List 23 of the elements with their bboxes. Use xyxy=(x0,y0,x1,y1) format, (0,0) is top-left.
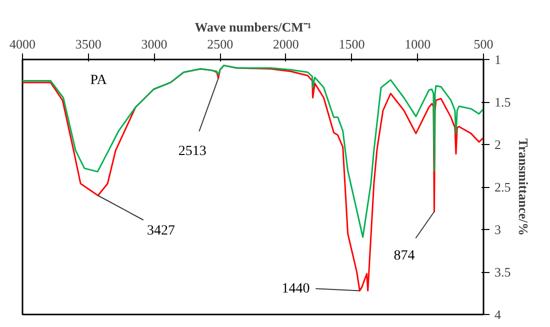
y-tick-label: 2 xyxy=(494,137,501,152)
annotation: PA xyxy=(90,73,108,88)
annotation: 874 xyxy=(394,248,415,264)
annotation: 2513 xyxy=(178,144,206,160)
y-tick-label: 4 xyxy=(494,307,502,322)
annotation: 3427 xyxy=(146,224,175,238)
x-tick-label: 500 xyxy=(474,36,494,52)
x-tick-label: 2000 xyxy=(272,36,299,52)
y-tick-label: 1 xyxy=(494,52,501,67)
x-tick-label: 1500 xyxy=(338,36,365,52)
line-series xyxy=(22,64,484,238)
annotation: 1440 xyxy=(282,282,310,297)
x-tick-label: 3500 xyxy=(75,36,102,52)
y-tick-label: 3.5 xyxy=(494,264,511,280)
y-tick-label: 1.5 xyxy=(494,94,511,110)
y-tick-label: 3 xyxy=(494,222,501,237)
x-tick-label: 3000 xyxy=(141,36,168,52)
y-axis-title: Transmittance/% xyxy=(516,138,531,236)
x-tick-label: 4000 xyxy=(10,36,36,52)
x-axis-title: Wave numbers/CM⁻¹ xyxy=(194,20,312,34)
x-tick-label: 2500 xyxy=(207,36,234,52)
y-tick-label: 2.5 xyxy=(494,180,511,194)
x-tick-label: 1000 xyxy=(404,36,431,52)
